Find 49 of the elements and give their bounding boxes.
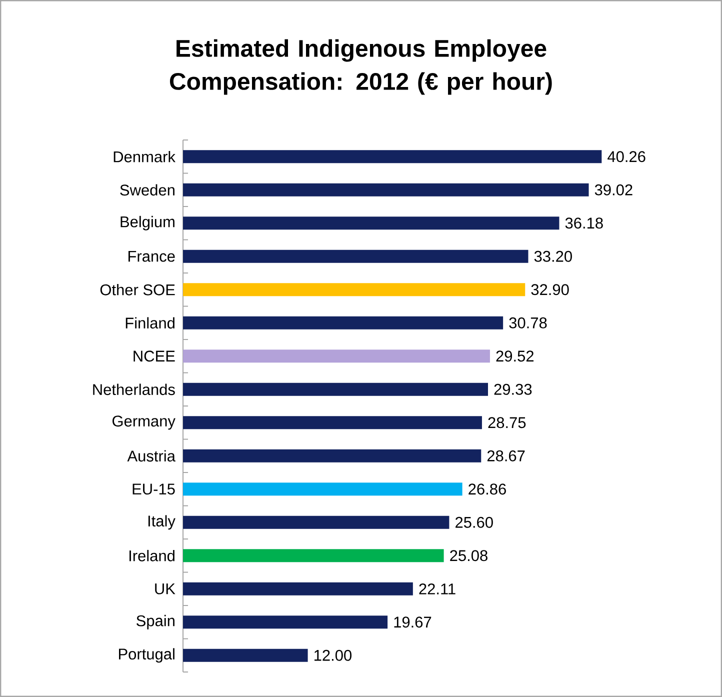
bar — [183, 150, 602, 164]
bar — [183, 283, 526, 296]
data-label: 29.52 — [496, 350, 534, 362]
y-tick-label: Italy — [148, 515, 176, 530]
data-label: 29.33 — [494, 384, 532, 395]
data-label: 19.67 — [394, 616, 432, 628]
y-tick-label: Germany — [112, 416, 176, 430]
bar — [183, 250, 528, 263]
bar — [183, 350, 490, 363]
y-tick-label: Portugal — [119, 648, 174, 663]
data-label: 25.60 — [456, 516, 493, 528]
data-label: 28.75 — [488, 417, 526, 428]
bar — [183, 516, 450, 529]
y-tick-label: Denmark — [114, 150, 176, 162]
y-tick-label: Netherlands — [93, 384, 175, 396]
y-tick-label: EU-15 — [132, 484, 175, 495]
bar — [183, 382, 488, 396]
y-tick-label: Sweden — [120, 184, 174, 196]
y-tick-label: UK — [155, 583, 176, 594]
data-label: 30.78 — [509, 317, 547, 328]
bar — [183, 216, 560, 230]
data-label: 12.00 — [314, 650, 352, 661]
y-tick-label: Finland — [126, 317, 174, 329]
data-label: 39.02 — [594, 184, 632, 196]
y-tick-label: Austria — [127, 450, 176, 462]
y-tick-label: Spain — [136, 614, 174, 630]
bar — [183, 449, 482, 462]
data-label: 25.08 — [450, 550, 488, 562]
bar — [183, 549, 444, 562]
bar — [183, 482, 462, 496]
y-tick-label: Ireland — [130, 550, 174, 562]
y-tick-label: Other SOE — [100, 284, 175, 296]
bar — [183, 183, 589, 196]
data-label: 33.20 — [534, 250, 572, 262]
chart-title: Estimated Indigenous Employee Compensation: 2012 (€ per hour) — [170, 39, 552, 95]
data-label: 32.90 — [531, 284, 569, 296]
y-tick-label: France — [128, 250, 175, 262]
y-tick-label: Belgium — [120, 216, 174, 230]
bar — [183, 316, 504, 330]
y-tick-label: NCEE — [134, 350, 175, 362]
data-label: 28.67 — [487, 450, 525, 462]
bar — [183, 616, 388, 629]
data-label: 26.86 — [468, 484, 506, 495]
bar — [183, 416, 482, 430]
data-label: 22.11 — [419, 583, 456, 594]
bar — [183, 582, 413, 596]
data-label: 40.26 — [608, 151, 646, 162]
data-label: 36.18 — [565, 218, 603, 229]
bar — [183, 648, 308, 662]
